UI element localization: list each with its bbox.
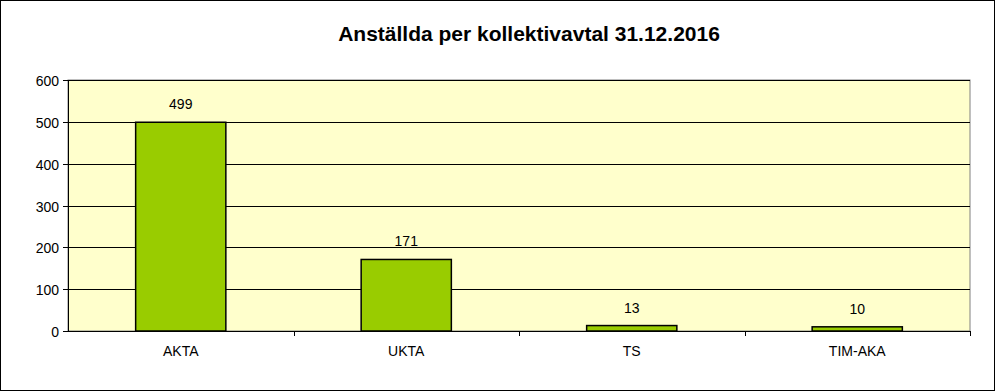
bar xyxy=(812,327,902,331)
x-tick xyxy=(970,331,971,336)
y-tick-label: 600 xyxy=(36,73,60,89)
y-tick xyxy=(63,80,68,81)
y-tick-label: 400 xyxy=(36,157,60,173)
data-label: 171 xyxy=(395,233,419,249)
y-tick xyxy=(63,289,68,290)
y-tick xyxy=(63,122,68,123)
plot-area xyxy=(68,80,970,331)
x-tick xyxy=(745,331,746,336)
y-tick xyxy=(63,247,68,248)
x-tick-label: UKTA xyxy=(388,343,425,359)
chart-container: 0 100 200 300 400 500 600 499 AKTA 171 UKTA 13 TS 10 T… xyxy=(0,0,995,391)
chart-svg: 0 100 200 300 400 500 600 499 AKTA 171 UKTA 13 TS 10 T… xyxy=(0,0,995,391)
outer-frame xyxy=(1,1,995,391)
data-label: 10 xyxy=(849,301,865,317)
y-tick-label: 200 xyxy=(36,240,60,256)
y-tick xyxy=(63,331,68,332)
y-tick-label: 0 xyxy=(51,324,59,340)
y-tick-label: 300 xyxy=(36,199,60,215)
bars xyxy=(136,122,903,331)
chart-title: Anställda per kollektivavtal 31.12.2016 xyxy=(338,22,720,45)
y-tick xyxy=(63,206,68,207)
grid-line xyxy=(68,80,970,81)
x-tick-label: TS xyxy=(623,343,641,359)
data-label: 13 xyxy=(624,300,640,316)
bar xyxy=(136,122,226,331)
x-tick xyxy=(519,331,520,336)
y-tick-label: 100 xyxy=(36,282,60,298)
bar xyxy=(587,326,677,331)
data-label: 499 xyxy=(169,96,193,112)
x-tick-label: AKTA xyxy=(163,343,199,359)
y-tick xyxy=(63,164,68,165)
bar xyxy=(361,259,451,331)
x-tick-label: TIM-AKA xyxy=(829,343,886,359)
x-tick xyxy=(294,331,295,336)
y-tick-label: 500 xyxy=(36,115,60,131)
y-axis xyxy=(68,80,69,331)
